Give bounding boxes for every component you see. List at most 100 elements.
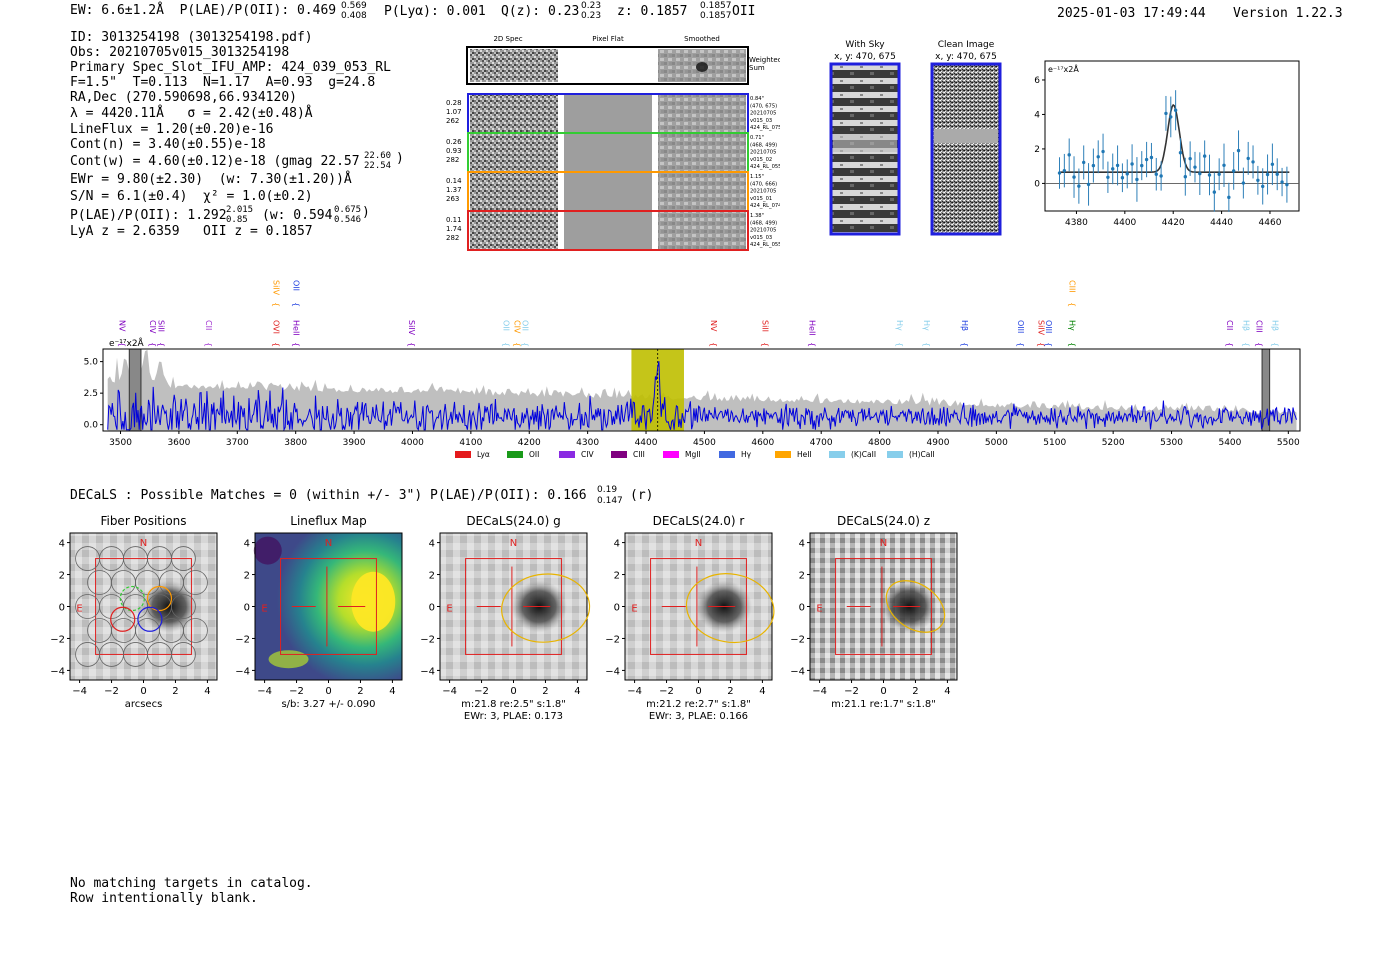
decals-ytick: 4 (429, 539, 435, 550)
zoom-xtick-label: 4380 (1065, 218, 1088, 228)
spectrum-line-bracket: { (148, 342, 157, 347)
spectrum-xtick-label: 3900 (343, 438, 366, 448)
cutout-row-frame (467, 210, 749, 251)
spectrum-line-label: OII (520, 320, 529, 331)
legend-label: (K)CaII (851, 450, 876, 459)
zoom-data-point (1173, 108, 1178, 112)
header-z: z: 0.1857 (617, 4, 687, 19)
galaxy-ellipse (685, 573, 775, 644)
decals-xtick: 4 (944, 686, 950, 697)
zoom-data-point (1212, 190, 1217, 194)
spectrum-line-bracket: { (760, 342, 769, 347)
cutout-right-label: v015_03 (750, 118, 772, 124)
decals-summary-band: (r) (630, 488, 653, 503)
decals-summary-line: DECaLS : Possible Matches = 0 (within +/… (70, 485, 653, 506)
decals-summary-sup: 0.19 (597, 485, 617, 495)
zoom-data-point (1106, 175, 1110, 179)
cutout-col-titles: 2D Spec Pixel Flat Smoothed (493, 35, 719, 43)
spectrum-xtick-label: 3700 (226, 438, 249, 448)
decals-xtick: 0 (880, 686, 886, 697)
decals-xtick: 0 (510, 686, 516, 697)
decals-caption: m:21.1 re:1.7" s:1.8" (831, 699, 936, 710)
cutout-pixel-flat (564, 95, 652, 132)
spectrum-line-label: CII (204, 320, 213, 330)
cutout-left-label: 0.93 (446, 147, 462, 155)
spectrum-line-bracket: { (1241, 342, 1250, 347)
col-title-smoothed: Smoothed (684, 35, 720, 43)
cutout-pixel-flat (564, 173, 652, 210)
spectrum-xtick-label: 5000 (985, 438, 1008, 448)
info-plae-bounds: 2.015 0.85 (226, 205, 253, 225)
spectrum-xtick-label: 5500 (1277, 438, 1300, 448)
fiber-red (110, 606, 136, 632)
decals-caption-2: EWr: 3, PLAE: 0.166 (649, 711, 748, 722)
spectrum-line-label: HeII (808, 320, 817, 336)
zoom-data-point (1135, 177, 1139, 182)
spectrum-xtick-label: 3600 (167, 438, 190, 448)
sky-panel: With Sky x, y: 470, 675 Clean Image x, y… (829, 40, 1002, 236)
header-summary: EW: 6.6±1.2Å P(LAE)/P(OII): 0.469 (70, 3, 336, 18)
zoom-xtick-label: 4460 (1259, 218, 1282, 228)
compass-north: N (695, 538, 702, 549)
decals-ytick: 2 (59, 571, 65, 582)
spectrum-line-bracket: { (272, 302, 281, 307)
cutout-2d-spec (470, 95, 558, 132)
decals-panel-1: Lineflux Map N E −4 −4 −2 −2 0 0 2 2 4 4 s/b: 3.27 +/… (235, 514, 403, 710)
decals-ytick: 0 (614, 603, 620, 614)
spectrum-ytick-label: 2.5 (84, 389, 98, 399)
cutout-right-label: 0.84" (750, 96, 764, 102)
spectrum-line-label: CIV (148, 320, 157, 334)
spectrum-line-bracket: { (1271, 342, 1280, 347)
cutout-smoothed (658, 134, 746, 171)
spectrum-line-label: SiIV (272, 280, 281, 296)
cutout-right-label: 424_RL_055 (750, 242, 780, 248)
legend-swatch (507, 451, 523, 458)
zoom-xtick-label: 4400 (1113, 218, 1136, 228)
info-lineflux: LineFlux = 1.20(±0.20)e-16 (70, 122, 274, 137)
zoom-data-point (1111, 167, 1115, 171)
decals-ytick: −2 (420, 634, 435, 645)
spectrum-line-bracket: { (960, 342, 969, 347)
decals-panel-title: Fiber Positions (100, 514, 186, 528)
cutout-right-label: (470, 666) (750, 181, 777, 187)
legend-label: HeII (797, 450, 812, 459)
cutout-right-label: 1.38" (750, 213, 764, 219)
spectrum-xtick-label: 4600 (751, 438, 774, 448)
spectrum-line-bracket: { (1036, 342, 1045, 347)
cutout-left-label: 282 (446, 234, 459, 242)
decals-xtick: 0 (325, 686, 331, 697)
spectrum-xtick-label: 3500 (109, 438, 132, 448)
info-contn: Cont(n) = 3.40(±0.55)e-18 (70, 137, 266, 152)
zoom-ytick-label: 2 (1034, 145, 1040, 155)
spectrum-xtick-label: 4500 (693, 438, 716, 448)
zoom-data-point (1236, 148, 1241, 153)
zoom-data-point (1193, 165, 1197, 169)
zoom-data-point (1164, 111, 1168, 116)
spectrum-line-label: OIII (1044, 320, 1053, 333)
zoom-data-point (1227, 195, 1231, 200)
cutout-left-label: 263 (446, 195, 459, 203)
weighted-sum-label: Weighted (749, 56, 780, 64)
decals-caption: m:21.8 re:2.5" s:1.8" (461, 699, 566, 710)
search-box (650, 558, 747, 655)
spectrum-xtick-label: 4700 (810, 438, 833, 448)
zoom-data-point (1231, 169, 1236, 173)
search-box (835, 558, 932, 655)
decals-caption-2: EWr: 3, PLAE: 0.173 (464, 711, 563, 722)
info-contw-sup: 22.60 (364, 151, 392, 161)
spectrum-line-label: NV (709, 320, 718, 332)
zoom-data-point (1183, 175, 1188, 179)
spectrum-line-label: NV (117, 320, 126, 332)
decals-ytick: 4 (244, 539, 250, 550)
cutout-2d-spec (470, 134, 558, 171)
compass-east: E (631, 603, 637, 614)
decals-panel-group: Fiber Positions N E −4 −4 −2 −2 0 0 2 2 4 4 arcsecs Li… (50, 514, 958, 722)
decals-panel-title: DECaLS(24.0) z (837, 514, 930, 528)
spectrum-ytick-label: 5.0 (84, 358, 99, 368)
compass-north: N (325, 538, 332, 549)
spectrum-xtick-label: 4000 (401, 438, 424, 448)
header-qz-sup: 0.23 (581, 1, 601, 11)
main-spectrum-chart: e⁻¹⁷x2Å 3500 3600 3700 3800 3900 4000 4100 4200 4… (84, 280, 1301, 459)
spectrum-line-label: OII (291, 280, 300, 291)
